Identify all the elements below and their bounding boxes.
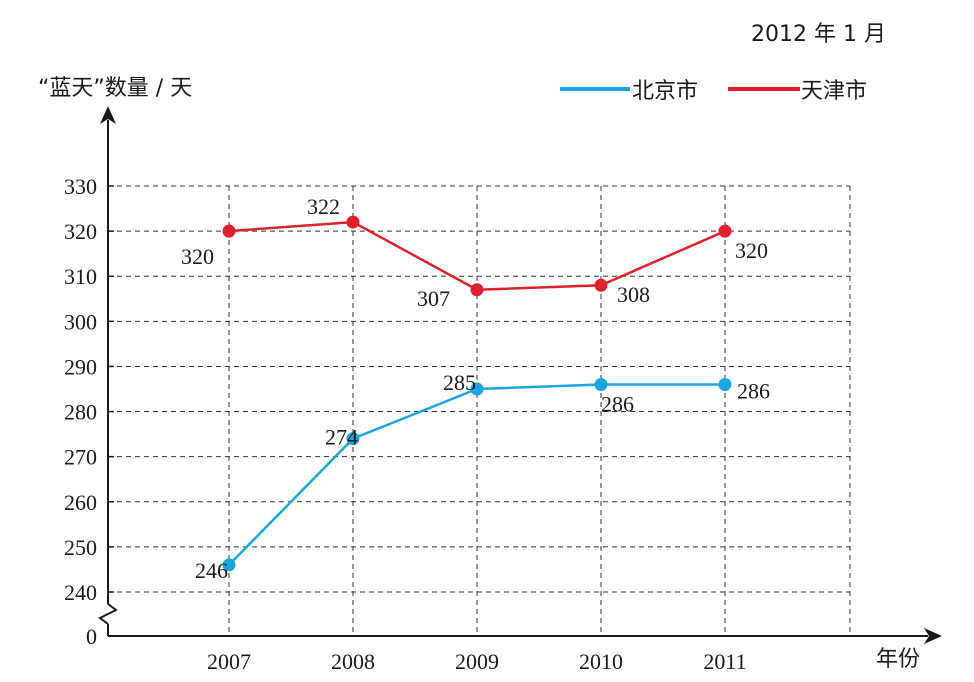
- date-note: 2012 年 1 月: [751, 22, 886, 47]
- data-point: [594, 377, 608, 391]
- data-label: 274: [325, 425, 358, 450]
- data-point: [594, 278, 608, 292]
- legend: 北京市 天津市: [560, 79, 867, 104]
- data-label: 286: [601, 391, 634, 416]
- grid: [108, 185, 851, 636]
- data-point: [718, 224, 732, 238]
- y-tick-label: 290: [64, 354, 97, 379]
- x-tick-label: 2011: [703, 649, 746, 674]
- y-tick-label: 260: [64, 490, 97, 515]
- data-point: [470, 283, 484, 297]
- legend-label: 北京市: [632, 79, 698, 104]
- series-group: 246 274 285 286 286 320 322 307 308 320: [181, 194, 770, 583]
- data-label: 322: [307, 194, 340, 219]
- axis-break-symbol: [98, 603, 118, 625]
- data-point: [346, 215, 360, 229]
- data-point: [222, 224, 236, 238]
- y-tick-label: 310: [64, 264, 97, 289]
- data-label: 308: [617, 282, 650, 307]
- y-tick-label: 320: [64, 219, 97, 244]
- x-axis-arrow: [924, 628, 942, 644]
- y-axis-arrow: [100, 106, 116, 124]
- legend-label: 天津市: [801, 79, 867, 104]
- data-point: [470, 382, 484, 396]
- x-tick-label: 2010: [579, 649, 623, 674]
- y-tick-label: 300: [64, 309, 97, 334]
- data-label: 286: [737, 378, 770, 403]
- x-tick-label: 2008: [331, 649, 375, 674]
- y-tick-label: 240: [64, 580, 97, 605]
- data-label: 285: [443, 370, 476, 395]
- y-tick-label: 330: [64, 174, 97, 199]
- y-tick-label: 250: [64, 535, 97, 560]
- x-tick-labels: 2007 2008 2009 2010 2011: [207, 649, 747, 674]
- data-label: 320: [181, 244, 214, 269]
- y-tick-label: 0: [86, 624, 97, 649]
- y-tick-label: 270: [64, 445, 97, 470]
- data-point: [222, 558, 236, 572]
- y-tick-label: 280: [64, 400, 97, 425]
- data-label: 307: [417, 286, 450, 311]
- data-point: [346, 432, 360, 446]
- axes: [98, 106, 942, 644]
- y-tick-labels: 0 240 250 260 270 280 290 300 310 320 330: [64, 174, 114, 649]
- x-axis-label: 年份: [876, 647, 920, 672]
- data-point: [718, 377, 732, 391]
- data-label: 246: [195, 558, 228, 583]
- y-axis-label: “蓝天”数量 / 天: [38, 76, 192, 101]
- x-tick-label: 2007: [207, 649, 251, 674]
- x-tick-label: 2009: [455, 649, 499, 674]
- data-label: 320: [735, 238, 768, 263]
